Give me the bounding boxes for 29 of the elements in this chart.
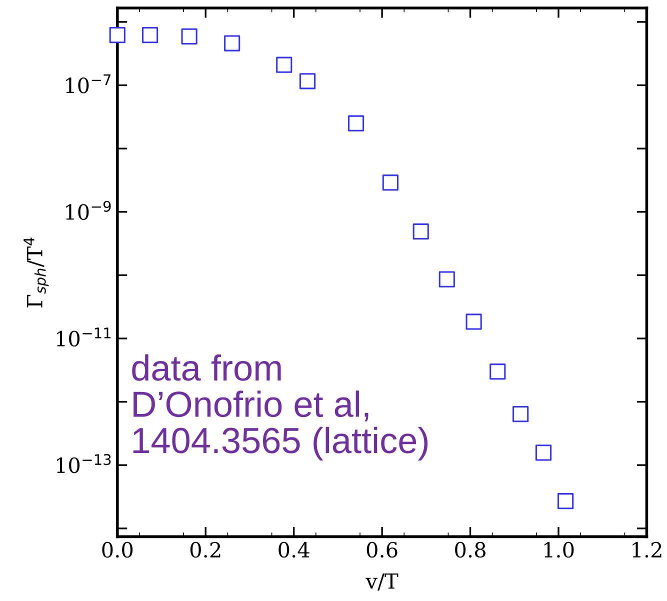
point [490, 364, 506, 380]
point [142, 27, 158, 44]
x-tick-label: 0.2 [190, 542, 220, 558]
point [224, 35, 240, 52]
point [276, 56, 292, 73]
point [438, 271, 455, 288]
point [181, 28, 198, 44]
x-tick-label: 1.0 [544, 542, 574, 558]
x-tick-label: 1.2 [632, 542, 662, 558]
y-axis-title: Γ$_{sph}$/T$^{4}$ [24, 238, 49, 308]
point [299, 73, 316, 90]
x-axis-title: v/T [366, 573, 398, 591]
y-tick-label: 10$^{−13}$ [56, 454, 111, 474]
point [466, 314, 482, 330]
point [412, 223, 429, 240]
point [558, 493, 574, 510]
x-tick-label: 0.0 [102, 542, 133, 558]
point [109, 27, 126, 44]
x-tick-label: 0.4 [278, 542, 310, 558]
point [535, 444, 552, 461]
x-tick-label: 0.8 [455, 542, 486, 558]
point [512, 406, 529, 422]
y-tick-label: 10$^{−7}$ [66, 74, 111, 94]
x-tick-label: 0.6 [366, 542, 398, 558]
point [348, 115, 364, 132]
point [382, 174, 398, 191]
y-tick-label: 10$^{−9}$ [66, 200, 111, 220]
y-tick-label: 10$^{−11}$ [56, 328, 111, 347]
annotation: data from D’Onofrio et al, 1404.3565 (lattice) [132, 354, 428, 460]
